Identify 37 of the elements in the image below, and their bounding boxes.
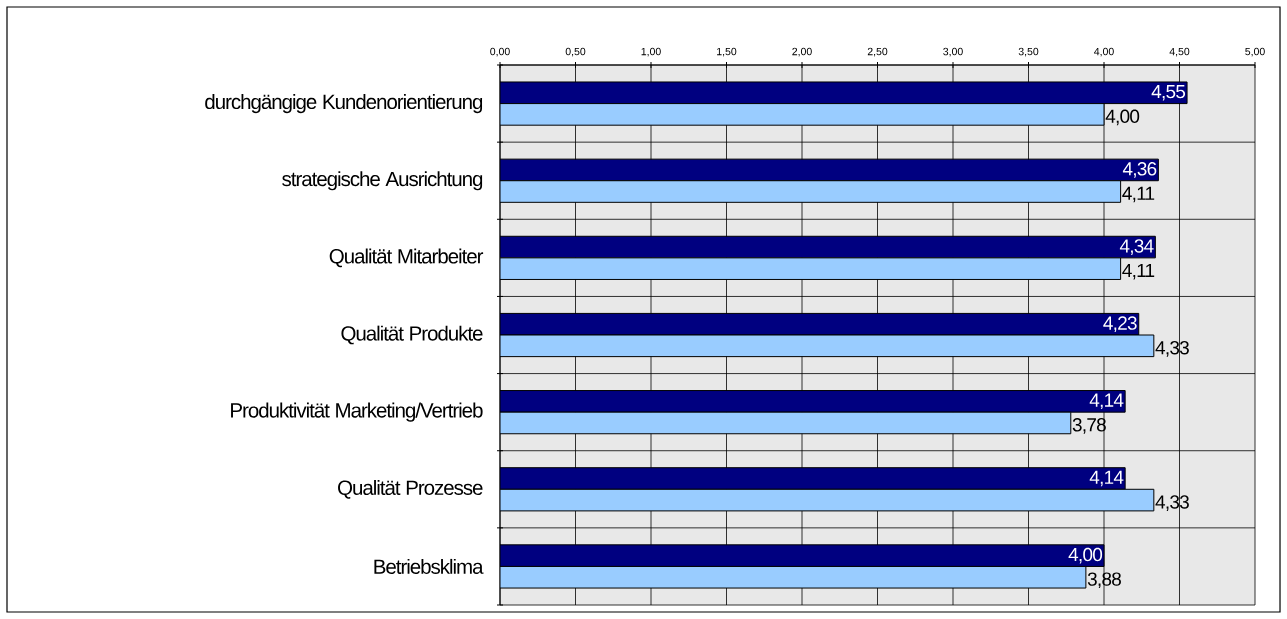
y-tick-label: Qualität Mitarbeiter — [329, 248, 484, 268]
y-tick-label: durchgängige Kundenorientierung — [205, 94, 483, 114]
y-tick-label: Produktivität Marketing/Vertrieb — [231, 402, 483, 422]
y-tick-label: Qualität Prozesse — [338, 479, 483, 499]
x-tick-label: 4,00 — [1094, 47, 1114, 57]
x-tick-label: 3,00 — [943, 47, 963, 57]
bar — [500, 103, 1105, 126]
x-tick-label: 4,50 — [1169, 47, 1190, 57]
y-tick-label: strategische Ausrichtung — [282, 171, 483, 191]
data-label: 4,00 — [1068, 547, 1103, 564]
bar — [500, 488, 1155, 512]
data-label: 4,11 — [1122, 263, 1155, 280]
data-label: 4,55 — [1151, 85, 1186, 101]
data-label: 4,36 — [1122, 162, 1157, 178]
bar — [500, 180, 1122, 203]
x-tick-label: 2,50 — [867, 47, 888, 57]
data-label: 3,88 — [1087, 572, 1121, 589]
x-tick-label: 5,00 — [1245, 47, 1265, 57]
x-tick-label: 0,00 — [490, 47, 510, 57]
x-tick-label: 3,50 — [1018, 47, 1039, 57]
y-tick-label: Betriebsklima — [374, 558, 484, 574]
data-label: 4,23 — [1103, 316, 1137, 333]
x-tick-label: 1,50 — [717, 47, 737, 57]
data-label: 4,14 — [1089, 393, 1124, 410]
bar — [500, 411, 1072, 435]
x-tick-label: 0,50 — [565, 47, 586, 57]
bar — [500, 565, 1087, 589]
x-tick-label: 2,00 — [792, 47, 812, 57]
bar — [500, 334, 1155, 358]
data-label: 4,34 — [1119, 239, 1154, 255]
y-tick-label: Qualität Produkte — [341, 325, 483, 345]
x-tick-label: 1,00 — [641, 47, 661, 57]
data-label: 4,14 — [1089, 470, 1124, 487]
data-label: 4,11 — [1122, 186, 1155, 203]
data-label: 4,00 — [1105, 109, 1140, 126]
bar — [500, 257, 1122, 280]
data-label: 3,78 — [1072, 418, 1106, 434]
